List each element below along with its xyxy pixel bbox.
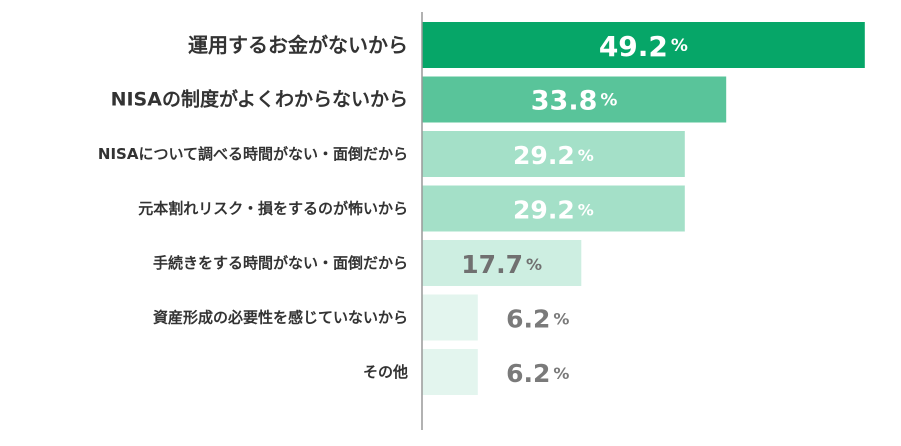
bar bbox=[422, 240, 582, 286]
value-number: 29.2 bbox=[513, 195, 575, 224]
bar bbox=[422, 131, 685, 177]
value-label: 17.7% bbox=[461, 250, 542, 279]
value-label: 49.2% bbox=[599, 30, 688, 63]
category-label: 元本割れリスク・損をするのが怖いから bbox=[138, 200, 408, 218]
bars-layer bbox=[422, 22, 865, 395]
value-label: 33.8% bbox=[531, 85, 618, 116]
bar bbox=[422, 349, 478, 395]
category-label: 手続きをする時間がない・面倒だから bbox=[153, 254, 408, 272]
category-label: その他 bbox=[363, 363, 408, 381]
value-unit: % bbox=[671, 36, 688, 56]
value-number: 33.8 bbox=[531, 85, 598, 116]
value-label: 6.2% bbox=[506, 359, 569, 388]
value-unit: % bbox=[578, 200, 594, 219]
value-unit: % bbox=[553, 309, 569, 328]
value-unit: % bbox=[553, 364, 569, 383]
value-number: 29.2 bbox=[513, 141, 575, 170]
value-unit: % bbox=[526, 255, 542, 274]
value-number: 6.2 bbox=[506, 359, 550, 388]
value-unit: % bbox=[600, 91, 617, 111]
bar bbox=[422, 185, 685, 232]
value-number: 49.2 bbox=[599, 30, 668, 63]
value-label: 29.2% bbox=[513, 141, 594, 170]
category-label: 資産形成の必要性を感じていないから bbox=[153, 309, 408, 327]
category-label: 運用するお金がないから bbox=[188, 33, 408, 57]
category-labels: 運用するお金がないから NISAの制度がよくわからないから NISAについて調べる時… bbox=[98, 33, 408, 381]
bar bbox=[422, 22, 865, 68]
value-unit: % bbox=[578, 146, 594, 165]
value-label: 6.2% bbox=[506, 304, 569, 333]
value-number: 17.7 bbox=[461, 250, 523, 279]
value-labels: 49.2 %33.8 %29.2 %29.2 %17.7 %6.2 %6.2% bbox=[461, 30, 688, 388]
bar bbox=[422, 76, 727, 123]
value-label: 29.2% bbox=[513, 195, 594, 224]
category-label: NISAの制度がよくわからないから bbox=[111, 88, 408, 111]
value-number: 6.2 bbox=[506, 304, 550, 333]
bar bbox=[422, 294, 478, 341]
category-label: NISAについて調べる時間がない・面倒だから bbox=[98, 145, 408, 163]
